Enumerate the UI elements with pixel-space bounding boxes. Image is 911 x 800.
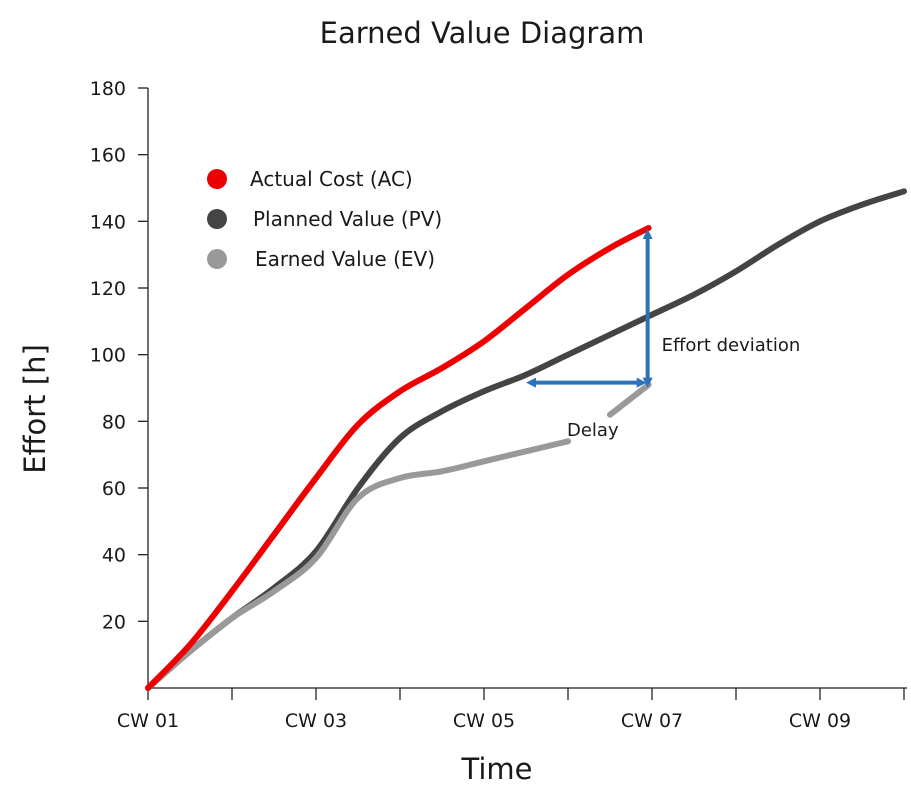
legend-label-earned-value-ev: Earned Value (EV)	[255, 247, 435, 271]
x-tick-label: CW 09	[789, 710, 851, 732]
x-tick-label: CW 07	[621, 710, 683, 732]
y-tick-label: 180	[90, 78, 126, 100]
delay-label: Delay	[567, 420, 619, 441]
x-tick-label: CW 01	[117, 710, 179, 732]
y-tick-label: 80	[102, 411, 126, 433]
y-tick-label: 160	[90, 145, 126, 167]
series-lines	[145, 188, 907, 691]
y-tick-label: 100	[90, 345, 126, 367]
tick-labels: 20 40 60 80 100 120 140 160 180 CW 01 CW 03 CW 05 CW…	[90, 78, 851, 732]
legend-marker-actual-cost-ac	[207, 169, 227, 189]
axes	[147, 88, 907, 689]
x-tick-label: CW 05	[453, 710, 515, 732]
series-line-earned-value-ev	[145, 438, 571, 691]
legend-label-planned-value-pv: Planned Value (PV)	[253, 207, 442, 231]
y-tick-label: 120	[90, 278, 126, 300]
x-tick-label: CW 03	[285, 710, 347, 732]
y-tick-label: 40	[102, 545, 126, 567]
chart-title: Earned Value Diagram	[320, 16, 645, 50]
y-axis-title: Effort [h]	[18, 344, 52, 474]
series-line-earned-value-ev-segment	[607, 381, 652, 418]
y-tick-label: 60	[102, 478, 126, 500]
legend-label-actual-cost-ac: Actual Cost (AC)	[250, 167, 413, 191]
annotations: Effort deviation Delay	[526, 229, 801, 441]
legend: Actual Cost (AC) Planned Value (PV) Earned…	[207, 167, 442, 271]
x-axis-title: Time	[461, 752, 533, 786]
y-tick-label: 20	[102, 611, 126, 633]
series-line-actual-cost-ac	[145, 225, 652, 691]
legend-marker-planned-value-pv	[207, 209, 227, 229]
effort-deviation-label: Effort deviation	[662, 335, 801, 356]
y-tick-label: 140	[90, 211, 126, 233]
legend-marker-earned-value-ev	[207, 249, 227, 269]
